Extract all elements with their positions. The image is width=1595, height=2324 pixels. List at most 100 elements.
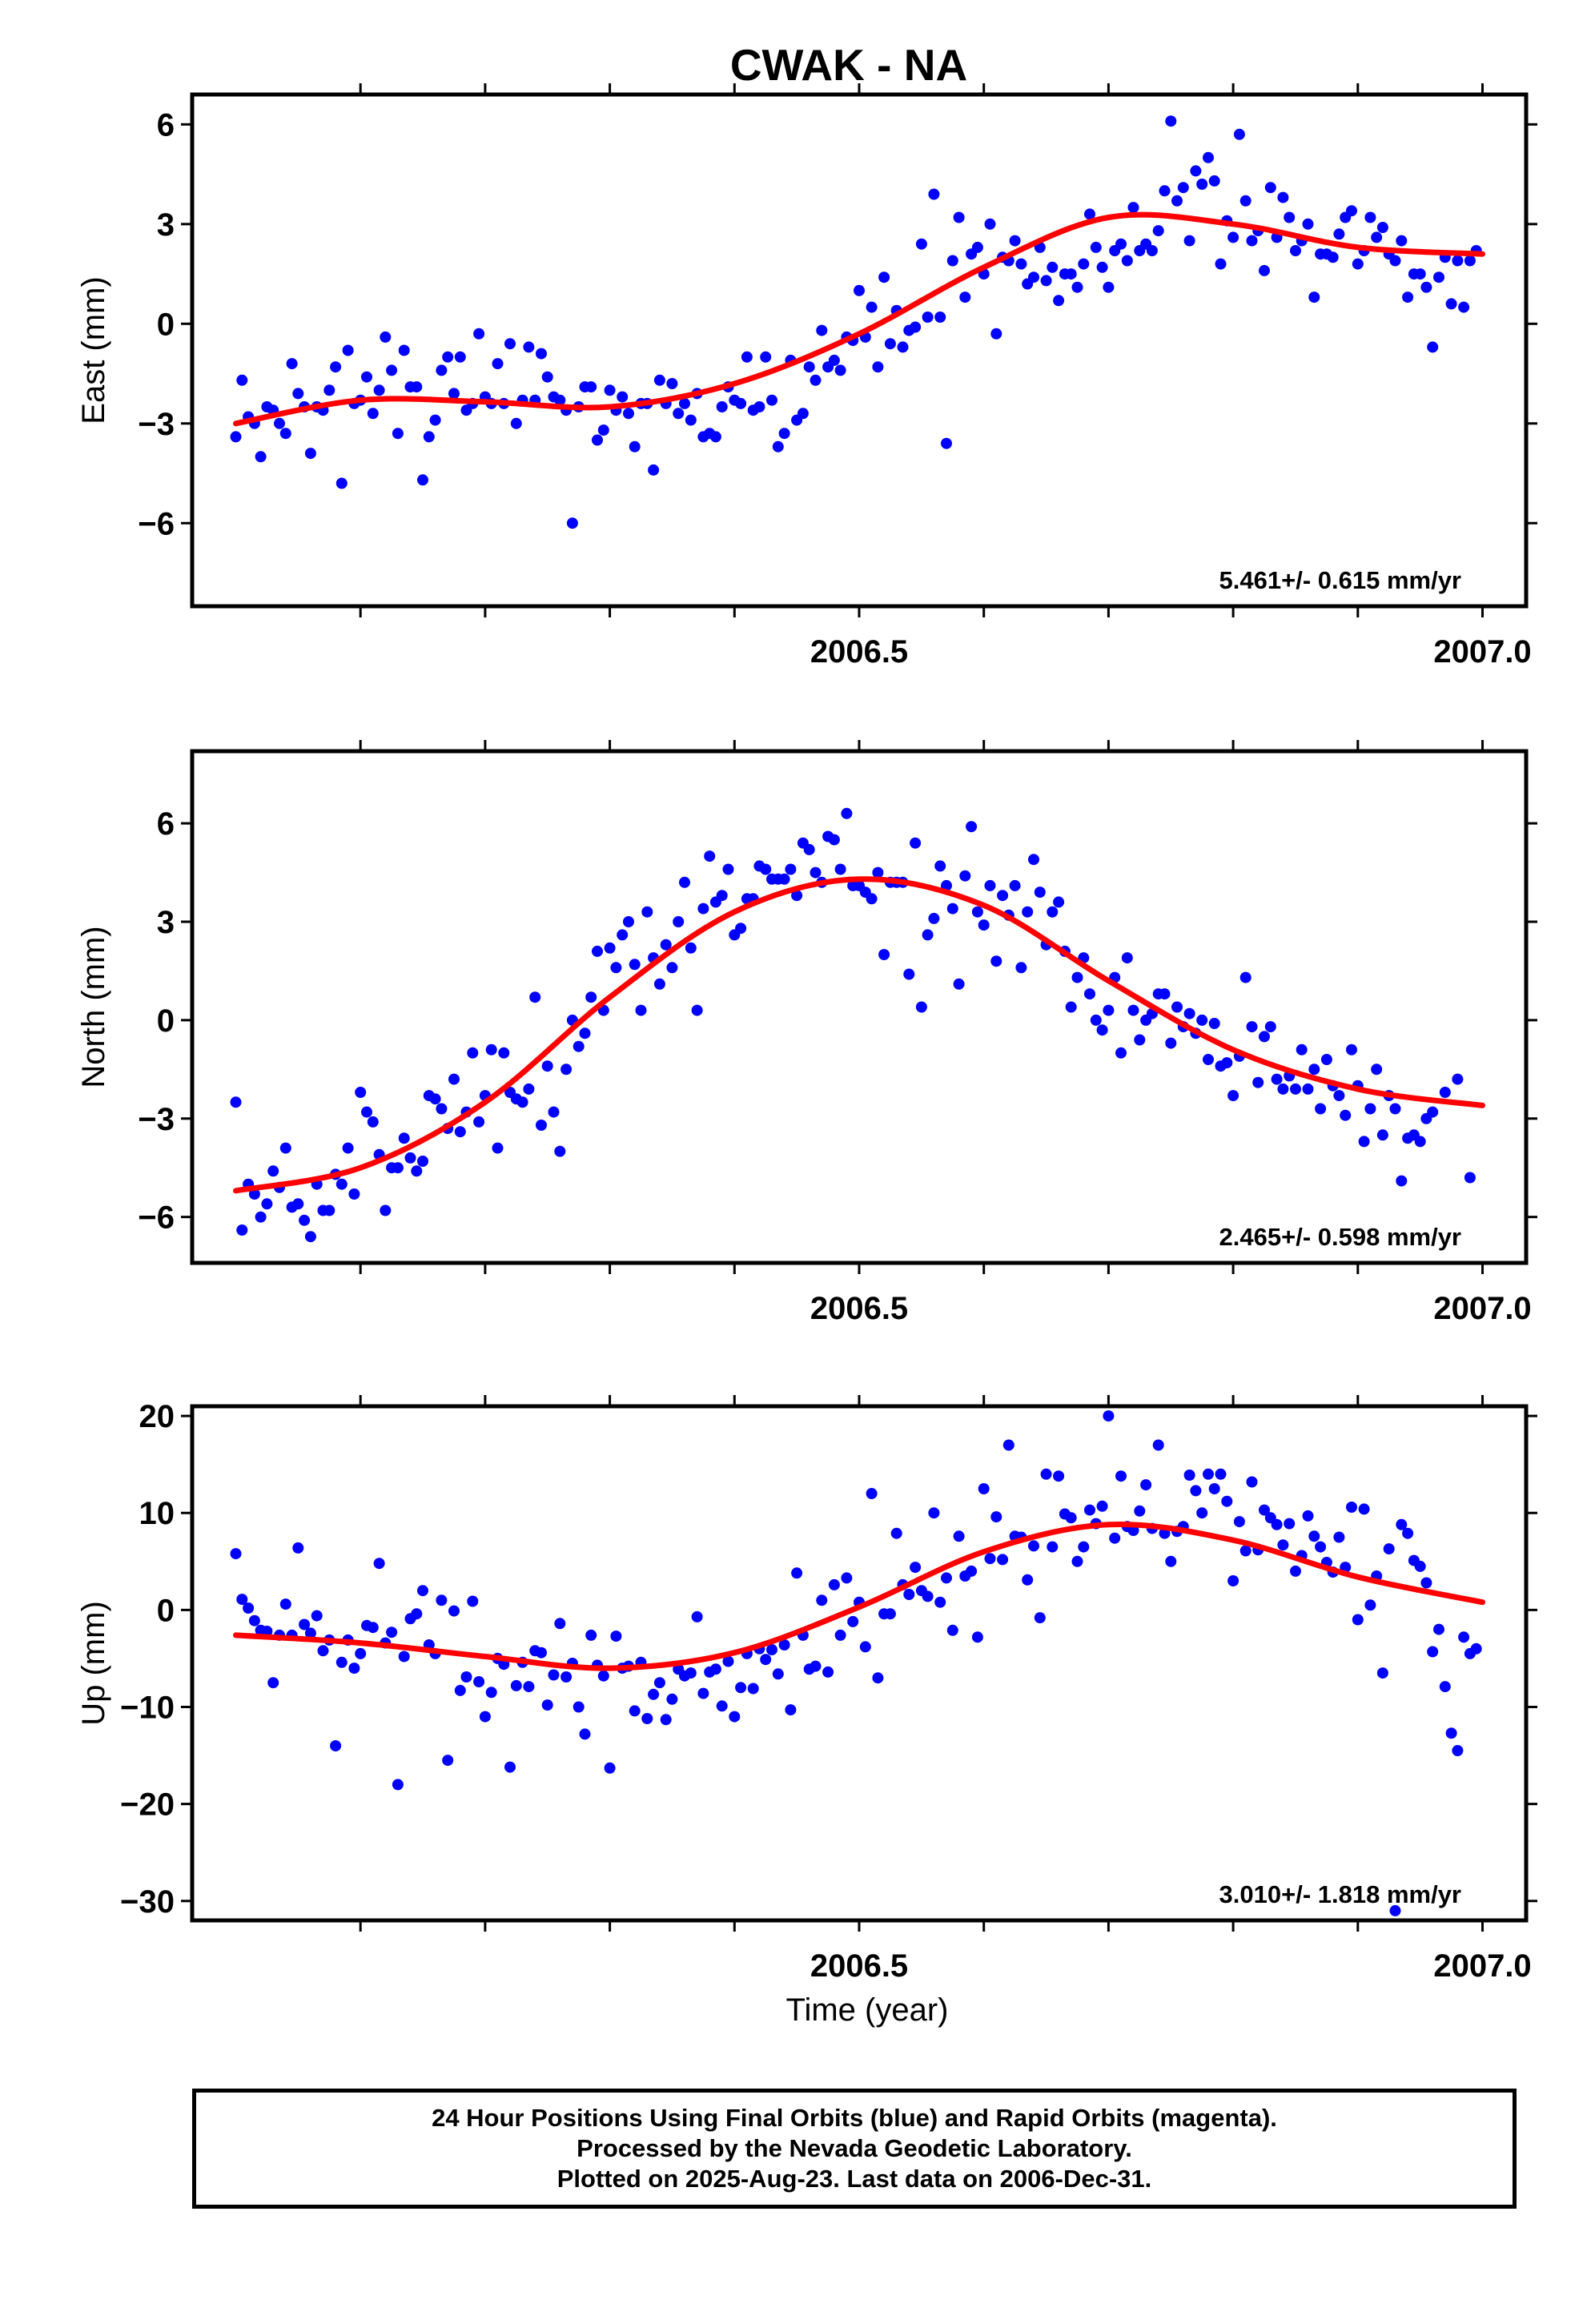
data-point [1376, 222, 1388, 233]
data-point [785, 863, 797, 875]
data-point [1333, 1090, 1345, 1102]
plot-frame [190, 749, 1529, 1265]
data-point [959, 292, 971, 304]
data-point [585, 381, 597, 393]
data-point [1103, 281, 1115, 293]
data-point [778, 1639, 790, 1651]
data-layer [230, 115, 1485, 529]
data-point [1284, 1518, 1296, 1530]
x-tick-label: 2006.5 [810, 1948, 908, 1984]
data-point [579, 1728, 591, 1740]
data-point [803, 361, 815, 373]
data-point [592, 945, 603, 957]
data-point [411, 381, 423, 393]
data-point [653, 1677, 665, 1689]
data-point [1259, 1504, 1270, 1516]
data-point [648, 1688, 660, 1700]
data-point [1271, 1518, 1283, 1530]
data-point [1433, 0, 1444, 6]
data-point [386, 1162, 398, 1174]
y-tick-label: 3 [157, 905, 175, 940]
data-point [959, 870, 971, 882]
data-point [523, 1681, 535, 1693]
data-point [373, 1558, 385, 1570]
data-point [1090, 241, 1102, 253]
data-point [716, 401, 728, 412]
data-point [741, 351, 753, 363]
data-point [623, 408, 634, 420]
data-point [1452, 255, 1464, 267]
data-point [504, 338, 516, 350]
data-point [380, 331, 392, 343]
data-point [504, 1761, 516, 1773]
data-point [304, 1231, 316, 1243]
data-point [1302, 218, 1314, 230]
y-tick-label: −3 [138, 407, 175, 442]
data-point [747, 1683, 759, 1695]
data-point [541, 1699, 553, 1711]
data-point [878, 271, 890, 283]
footer-box: 24 Hour Positions Using Final Orbits (bl… [192, 2089, 1517, 2209]
data-point [1127, 202, 1139, 214]
data-point [1233, 1516, 1245, 1528]
data-point [1346, 1502, 1357, 1513]
data-point [847, 879, 859, 891]
data-point [292, 388, 304, 400]
rate-label: 3.010+/- 1.818 mm/yr [1219, 1880, 1461, 1908]
data-point [1059, 1508, 1071, 1520]
data-point [523, 1083, 535, 1095]
data-point [1246, 1021, 1258, 1033]
data-point [679, 876, 690, 888]
data-point [1190, 1485, 1202, 1497]
footer-line-1: 24 Hour Positions Using Final Orbits (bl… [432, 2104, 1277, 2132]
data-point [510, 1679, 522, 1691]
data-point [1315, 1541, 1327, 1553]
data-point [685, 414, 697, 426]
data-point [1183, 1470, 1195, 1481]
data-point [772, 440, 784, 452]
data-point [834, 863, 846, 875]
data-point [1115, 1470, 1127, 1482]
y-tick-label: 6 [157, 107, 175, 143]
panel-north: 2006.5 2007.0 6 3 0 −3 −6 North (mm) 2.465+/- 0.… [76, 0, 1537, 1326]
data-point [897, 341, 909, 353]
data-point [1376, 1667, 1388, 1679]
data-point [1371, 231, 1383, 243]
data-point [610, 962, 622, 974]
y-tick-label: −10 [120, 1691, 175, 1726]
data-point [760, 1654, 772, 1666]
data-point [1264, 182, 1276, 194]
chart-title: CWAK - NA [730, 40, 967, 90]
data-point [953, 978, 965, 990]
data-point [629, 440, 641, 452]
data-point [697, 431, 709, 443]
data-point [498, 1047, 510, 1059]
data-point [1308, 1063, 1320, 1076]
data-point [1183, 235, 1195, 247]
data-point [261, 1198, 273, 1210]
data-point [872, 866, 884, 879]
data-point [1034, 1612, 1046, 1624]
y-axis-title: Up (mm) [76, 1601, 111, 1726]
data-point [915, 238, 927, 250]
data-point [348, 1188, 360, 1200]
data-point [778, 428, 790, 440]
data-point [841, 1572, 853, 1584]
data-point [822, 361, 834, 373]
data-point [604, 942, 616, 954]
data-point [791, 1567, 803, 1579]
data-point [1239, 971, 1251, 983]
data-point [1383, 1543, 1395, 1555]
fit-curve [233, 876, 1485, 1194]
data-point [1259, 264, 1270, 276]
data-point [1352, 1614, 1364, 1626]
data-point [548, 1669, 560, 1681]
data-point [890, 1527, 902, 1539]
data-point [1296, 1043, 1308, 1055]
data-point [1446, 0, 1457, 6]
data-point [1152, 225, 1164, 237]
data-point [1121, 255, 1133, 267]
data-point [1002, 1439, 1014, 1451]
data-point [529, 991, 541, 1003]
